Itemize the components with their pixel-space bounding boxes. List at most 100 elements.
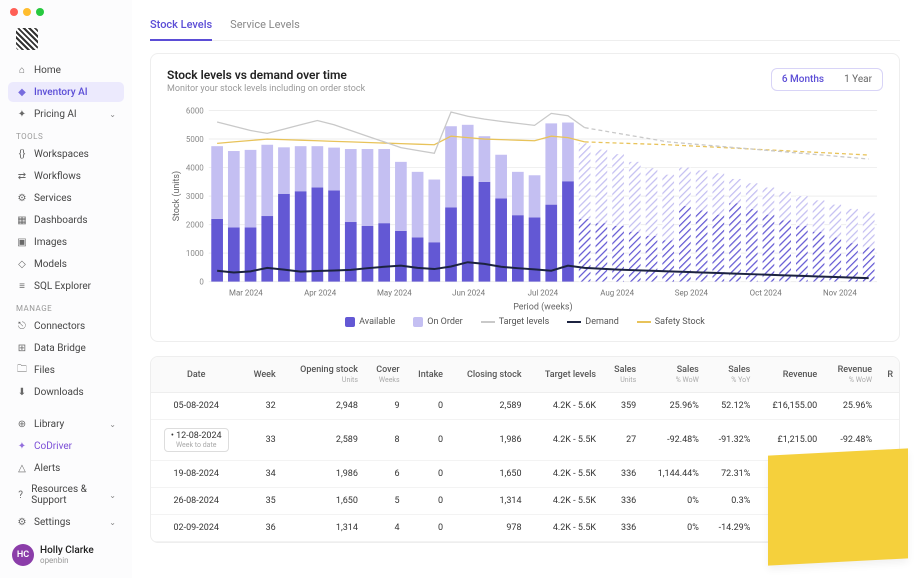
- col-r: R: [878, 357, 899, 393]
- cell: 0: [406, 488, 449, 515]
- svg-text:Nov 2024: Nov 2024: [823, 289, 857, 298]
- col-cover: CoverWeeks: [364, 357, 406, 393]
- legend-label: Available: [359, 317, 395, 327]
- cell: 1,650: [449, 461, 528, 488]
- nav-item-library[interactable]: ⊕Library⌄: [8, 414, 124, 434]
- cell: £16,155.00: [756, 393, 823, 420]
- range-6-months[interactable]: 6 Months: [772, 69, 834, 90]
- cell: 6: [364, 461, 406, 488]
- tab-service-levels[interactable]: Service Levels: [230, 12, 300, 40]
- cell: 0: [406, 461, 449, 488]
- chart-title: Stock levels vs demand over time: [167, 68, 365, 82]
- date-range-selector: 6 Months1 Year: [771, 68, 883, 91]
- col-sales: Sales% WoW: [642, 357, 705, 393]
- nav-icon: ⎋: [16, 320, 28, 332]
- nav-item-images[interactable]: ▣Images: [8, 232, 124, 252]
- range-1-year[interactable]: 1 Year: [834, 69, 882, 90]
- nav-item-dashboards[interactable]: ▦Dashboards: [8, 210, 124, 230]
- svg-text:3000: 3000: [186, 192, 204, 201]
- nav-icon: ◆: [16, 86, 28, 98]
- nav-icon: ⇄: [16, 170, 28, 182]
- nav-item-sql-explorer[interactable]: ≡SQL Explorer: [8, 276, 124, 296]
- nav-item-resources-support[interactable]: ?Resources & Support⌄: [8, 480, 124, 510]
- table-row[interactable]: 05-08-2024322,948902,5894.2K - 5.6K35925…: [151, 393, 899, 420]
- nav-icon: 🗀: [16, 364, 28, 376]
- svg-text:Sep 2024: Sep 2024: [675, 289, 709, 298]
- cell: 978: [449, 515, 528, 542]
- svg-text:May 2024: May 2024: [377, 289, 412, 298]
- nav-item-codriver[interactable]: ✦CoDriver: [8, 436, 124, 456]
- cell: 02-09-2024: [151, 515, 241, 542]
- legend-demand: Demand: [567, 317, 619, 327]
- cell: 359: [602, 393, 642, 420]
- svg-text:Apr 2024: Apr 2024: [304, 289, 337, 298]
- cell: 4.2K - 5.5K: [528, 488, 603, 515]
- nav-label: Workflows: [34, 171, 81, 182]
- nav-item-models[interactable]: ◇Models: [8, 254, 124, 274]
- nav-item-files[interactable]: 🗀 Files: [8, 360, 124, 380]
- cell: 336: [602, 461, 642, 488]
- cell: 0%: [642, 515, 705, 542]
- cell: 4.2K - 5.6K: [528, 393, 603, 420]
- svg-text:Aug 2024: Aug 2024: [600, 289, 634, 298]
- col-sales: Sales% YoY: [705, 357, 757, 393]
- nav-item-alerts[interactable]: △Alerts: [8, 458, 124, 478]
- legend-label: On Order: [427, 317, 462, 327]
- legend-label: Safety Stock: [655, 317, 705, 327]
- nav-icon: ✦: [16, 108, 28, 120]
- cell: 33: [241, 420, 281, 461]
- nav-label: Pricing AI: [34, 109, 77, 120]
- nav-icon: ⊕: [16, 418, 28, 430]
- nav-item-data-bridge[interactable]: ⊞Data Bridge: [8, 338, 124, 358]
- svg-text:1000: 1000: [186, 249, 204, 258]
- nav-icon: ⌂: [16, 64, 28, 76]
- cell: -91.32%: [705, 420, 757, 461]
- legend-label: Demand: [585, 317, 619, 327]
- user-name: Holly Clarke: [40, 545, 94, 556]
- nav-item-workflows[interactable]: ⇄ Workflows: [8, 166, 124, 186]
- legend-on-order: On Order: [413, 317, 462, 327]
- tab-stock-levels[interactable]: Stock Levels: [150, 12, 212, 41]
- cell: 0: [406, 420, 449, 461]
- svg-text:5000: 5000: [186, 135, 204, 144]
- nav-item-inventory-ai[interactable]: ◆Inventory AI: [8, 82, 124, 102]
- nav-item-downloads[interactable]: ⬇Downloads: [8, 382, 124, 402]
- col-date: Date: [151, 357, 241, 393]
- nav-label: Alerts: [34, 463, 60, 474]
- nav-label: Home: [34, 65, 61, 76]
- nav-icon: ▦: [16, 214, 28, 226]
- nav-item-pricing-ai[interactable]: ✦ Pricing AI ⌄: [8, 104, 124, 124]
- nav-icon: ≡: [16, 280, 28, 292]
- col-revenue: Revenue% WoW: [823, 357, 878, 393]
- svg-text:0: 0: [199, 278, 204, 287]
- col-sales: SalesUnits: [602, 357, 642, 393]
- nav-section-manage: MANAGE: [16, 304, 124, 313]
- nav-icon: ⊞: [16, 342, 28, 354]
- cell: 1,314: [449, 488, 528, 515]
- cell: 0: [406, 393, 449, 420]
- macos-window-dots: [10, 8, 44, 16]
- cell: 9: [364, 393, 406, 420]
- nav-item-services[interactable]: ⚙Services: [8, 188, 124, 208]
- nav-item-home[interactable]: ⌂ Home: [8, 60, 124, 80]
- cell: 336: [602, 515, 642, 542]
- chart-subtitle: Monitor your stock levels including on o…: [167, 84, 365, 94]
- col-intake: Intake: [406, 357, 449, 393]
- nav-item-settings[interactable]: ⚙Settings⌄: [8, 512, 124, 532]
- nav-icon: ⚙: [16, 516, 28, 528]
- nav-section-tools: TOOLS: [16, 132, 124, 141]
- nav-item-connectors[interactable]: ⎋Connectors: [8, 316, 124, 336]
- cell: 52.12%: [705, 393, 757, 420]
- cell: 35: [241, 488, 281, 515]
- col-closing-stock: Closing stock: [449, 357, 528, 393]
- nav-item-workspaces[interactable]: {}Workspaces: [8, 144, 124, 164]
- chevron-down-icon: ⌄: [109, 110, 116, 119]
- svg-text:Stock (units): Stock (units): [171, 171, 182, 221]
- cell: 72.31%: [705, 461, 757, 488]
- col-week: Week: [241, 357, 281, 393]
- app-logo: [16, 28, 38, 50]
- user-profile[interactable]: HC Holly Clarke openbin: [8, 538, 124, 572]
- nav-label: Files: [34, 365, 55, 376]
- nav-icon: {}: [16, 148, 28, 160]
- tabs: Stock Levels Service Levels: [150, 12, 900, 41]
